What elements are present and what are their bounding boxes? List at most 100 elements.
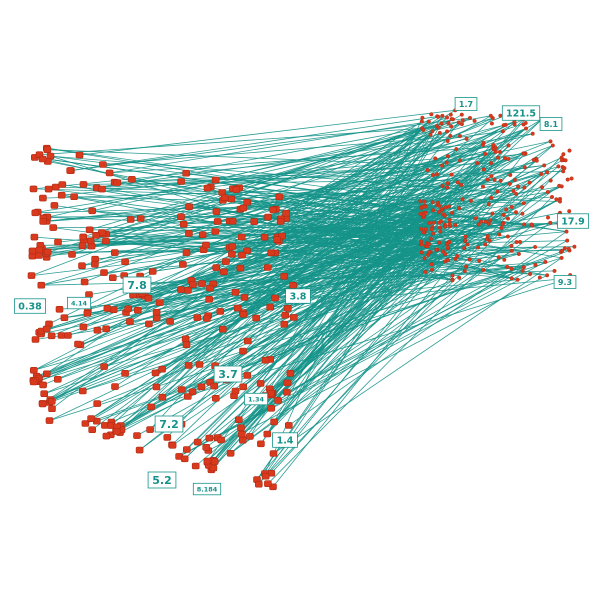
value-label-box [272,432,298,448]
right-node [497,232,502,237]
right-node [434,172,439,177]
left-node [184,362,193,369]
edge [162,128,423,398]
right-node [561,152,566,157]
right-node [465,242,470,247]
right-node [419,242,424,247]
left-node [239,310,248,318]
right-node [498,178,503,183]
right-node [511,188,516,193]
right-node [545,273,550,278]
left-node [64,332,72,339]
left-node [239,204,248,212]
right-node [420,115,425,120]
left-node [177,286,185,293]
left-node [184,286,192,294]
left-node [239,347,247,355]
left-node [79,181,88,188]
left-node [145,320,153,328]
left-node [27,272,36,279]
edge [49,259,449,403]
right-node [483,219,488,224]
right-node [501,212,506,217]
left-node [126,216,135,223]
left-node [238,251,246,259]
right-node [440,113,445,118]
right-node [431,231,436,236]
left-node [205,295,213,303]
left-node [109,306,118,314]
left-node [263,430,272,438]
right-node [557,183,562,188]
left-node [289,314,298,321]
edge [278,160,537,242]
right-node [522,222,527,227]
left-node [226,449,235,457]
right-node [448,112,453,117]
edge [230,222,551,454]
right-node [477,258,482,263]
left-node [147,403,155,411]
left-node [193,314,202,321]
right-node [522,151,527,156]
value-label-text: 7.2 [159,418,179,431]
right-node [527,180,532,185]
left-node [237,233,246,241]
left-node [210,458,219,465]
right-node [453,256,458,261]
right-node [434,247,439,252]
right-node [514,210,519,215]
right-node [440,249,445,254]
edge [33,121,423,383]
left-node [30,233,39,241]
right-node [422,204,427,209]
value-label: 0.38 [14,298,47,314]
right-node [463,234,468,239]
left-node [134,306,142,314]
edge [83,117,493,241]
right-node [505,234,510,239]
edge [61,153,486,196]
left-node [243,198,251,206]
left-node [232,186,241,193]
edge [46,147,567,232]
left-node [260,233,269,241]
left-node [152,308,161,316]
left-node [231,387,240,395]
right-node [506,156,511,161]
value-label-text: 3.8 [290,291,307,302]
value-label-box [147,471,177,489]
value-label-text: 1.34 [248,395,265,403]
left-node [155,299,164,306]
right-node [537,275,542,280]
left-node [177,178,185,185]
right-node [447,204,452,209]
value-label: 5.2 [147,471,177,489]
value-label-text: 4.14 [71,299,88,307]
left-node [152,383,161,391]
left-node [135,446,144,454]
edge [247,185,560,342]
right-node [458,133,463,138]
edge [243,169,428,315]
right-node [468,198,473,203]
left-node [289,281,297,289]
edge [258,153,525,485]
right-node [498,113,503,118]
edge [264,117,423,474]
edge [42,117,471,404]
right-node [437,130,442,135]
edge [213,231,424,461]
right-node [566,246,571,251]
right-node [548,139,553,144]
right-node [473,216,478,221]
edge [105,240,512,279]
right-node [530,131,535,136]
right-node [559,255,564,260]
right-node [489,121,494,126]
edge [292,157,506,286]
edge [53,227,453,281]
right-node [500,129,505,134]
left-node [111,249,119,256]
edge [49,243,422,421]
